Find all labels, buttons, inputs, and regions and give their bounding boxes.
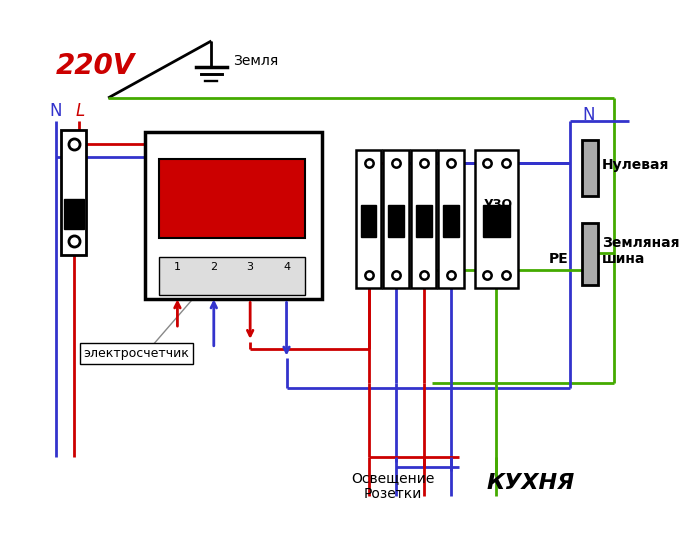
Text: 3: 3 (247, 262, 254, 272)
Text: L: L (76, 102, 85, 120)
Bar (443, 205, 459, 237)
Text: УЗО: УЗО (484, 197, 513, 210)
Text: Земля: Земля (233, 54, 278, 68)
Bar (475, 150, 518, 288)
Text: Освещение
Розетки: Освещение Розетки (352, 471, 435, 501)
Bar (439, 150, 464, 288)
Bar (389, 205, 404, 237)
Text: 4: 4 (283, 262, 290, 272)
Bar (482, 205, 510, 237)
Bar (64, 199, 83, 229)
Bar (411, 150, 436, 288)
Bar (416, 205, 432, 237)
Bar (361, 205, 377, 237)
Bar (145, 132, 322, 300)
Text: N: N (50, 102, 63, 120)
Text: PE: PE (548, 252, 568, 266)
Text: Земляная
шина: Земляная шина (602, 236, 679, 266)
Text: Нулевая: Нулевая (602, 158, 669, 172)
Bar (384, 150, 409, 288)
Bar (61, 130, 86, 255)
Text: 2: 2 (210, 262, 218, 272)
Bar (159, 257, 304, 295)
Bar (356, 150, 382, 288)
Text: КУХНЯ: КУХНЯ (486, 473, 575, 493)
Text: электросчетчик: электросчетчик (83, 347, 190, 360)
Text: 220V: 220V (56, 52, 136, 80)
Bar (582, 140, 598, 196)
Bar (582, 223, 598, 285)
Text: 1: 1 (174, 262, 181, 272)
Bar (159, 159, 304, 238)
Text: N: N (582, 105, 594, 124)
